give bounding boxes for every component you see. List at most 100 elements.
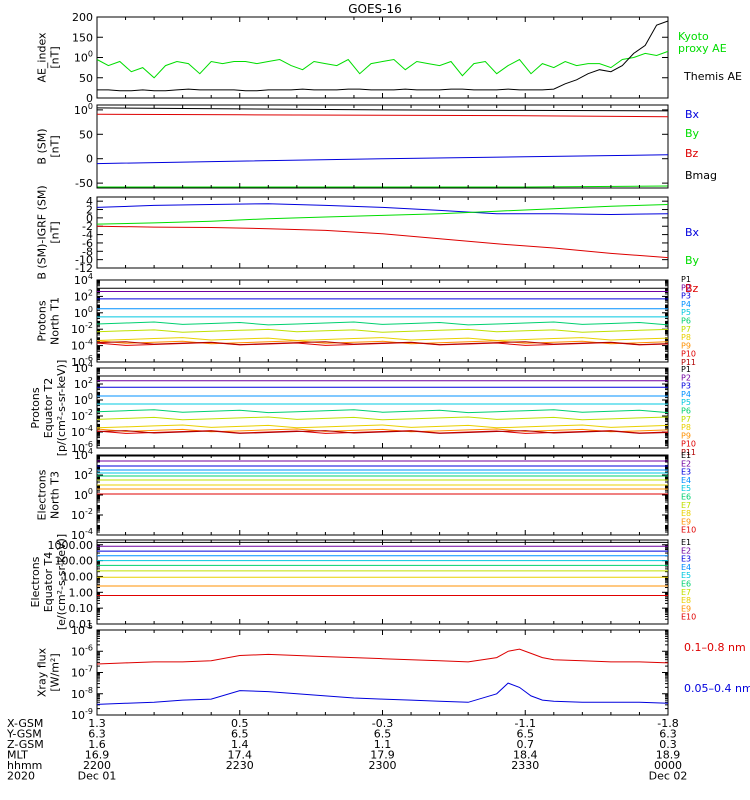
legend-e10: E10 — [681, 613, 696, 622]
x-axis-row-label: X-GSM — [7, 717, 43, 730]
legend-e3: E3 — [681, 555, 691, 564]
panel-frame — [96, 367, 669, 449]
legend-e1: E1 — [681, 451, 691, 460]
series-line-xray-0-05-0-4-nm — [96, 682, 669, 705]
series-line-bigrf-bx — [96, 203, 669, 216]
y-tick-label: 10-2 — [71, 507, 93, 522]
legend-p11: P11 — [681, 358, 696, 367]
y-tick-label: 10-4 — [71, 338, 93, 353]
panel-frame — [96, 454, 669, 536]
y-tick-label: -50 — [75, 177, 93, 190]
x-axis-tick-label: -0.3 — [372, 717, 393, 730]
y-tick-label: -4 — [82, 229, 93, 242]
y-tick-label: 200 — [72, 11, 93, 24]
y-tick-label: 102 — [74, 288, 93, 303]
x-axis-tick-label: Dec 02 — [649, 770, 688, 783]
x-axis-tick-label: 1.3 — [88, 717, 106, 730]
y-axis-label: Equator T2 — [42, 378, 55, 438]
x-axis-row-label: Z-GSM — [7, 738, 44, 751]
x-axis-row-label: Y-GSM — [6, 728, 42, 741]
y-axis-label: North T3 — [49, 471, 62, 519]
y-tick-label: 104 — [74, 360, 93, 375]
x-axis-tick-label: 6.3 — [659, 728, 677, 741]
y-tick-label: 102 — [74, 376, 93, 391]
legend-xray-long: 0.1–0.8 nm — [684, 641, 746, 654]
series-line-xray-0-1-0-8-nm — [96, 648, 669, 665]
legend-bz: Bz — [685, 147, 699, 160]
legend-e1: E1 — [681, 538, 691, 547]
y-tick-label: 10-8 — [71, 686, 93, 701]
x-axis-tick-label: -1.8 — [657, 717, 678, 730]
x-axis-tick-label: 0000 — [654, 759, 682, 772]
x-axis-row-label: 2020 — [7, 770, 35, 783]
legend-p11: P11 — [681, 448, 696, 457]
legend-bx: Bx — [685, 108, 700, 121]
y-axis-label: Protons — [36, 300, 49, 341]
legend-p6: P6 — [681, 317, 691, 326]
x-axis-tick-label: 0.3 — [659, 738, 677, 751]
y-axis-label: [W/m²] — [49, 653, 62, 691]
legend-e6: E6 — [681, 580, 691, 589]
y-tick-label: 50 — [79, 72, 93, 85]
legend-e7: E7 — [681, 501, 691, 510]
x-axis-tick-label: 18.9 — [656, 749, 681, 762]
legend-p9: P9 — [681, 431, 691, 440]
y-axis-label: North T1 — [49, 297, 62, 345]
series-line-pt1-p8 — [96, 337, 669, 342]
y-tick-label: 100.00 — [55, 555, 94, 568]
series-line-pt2-p9 — [96, 428, 669, 433]
legend-e4: E4 — [681, 476, 691, 485]
x-axis-tick-label: 6.5 — [517, 728, 535, 741]
y-tick-label: 10-7 — [71, 665, 93, 680]
y-tick-label: 0 — [86, 92, 93, 105]
y-tick-label: 10.00 — [62, 570, 94, 583]
legend-p1: P1 — [681, 365, 691, 374]
legend-by: By — [685, 127, 700, 140]
legend-p2: P2 — [681, 283, 691, 292]
legend-e8: E8 — [681, 509, 691, 518]
y-axis-label: [nT] — [49, 46, 62, 68]
x-axis-tick-label: 6.5 — [231, 728, 249, 741]
y-tick-label: 10-2 — [71, 408, 93, 423]
y-tick-label: 100 — [74, 305, 93, 320]
legend-bmag: Bmag — [685, 169, 717, 182]
y-tick-label: -12 — [75, 262, 93, 275]
legend-e5: E5 — [681, 571, 691, 580]
y-tick-label: 10-2 — [71, 321, 93, 336]
legend-p7: P7 — [681, 325, 691, 334]
legend-e6: E6 — [681, 493, 691, 502]
legend-bx: Bx — [685, 226, 700, 239]
series-line-pt1-p6 — [96, 321, 669, 326]
legend-e3: E3 — [681, 468, 691, 477]
x-axis-tick-label: 17.9 — [370, 749, 395, 762]
x-axis-tick-label: 1.1 — [374, 738, 392, 751]
y-tick-label: 100 — [74, 392, 93, 407]
legend-p4: P4 — [681, 300, 691, 309]
y-axis-label: [e/(cm²-s-sr-keV)] — [55, 534, 68, 630]
y-axis-label: Electrons — [36, 469, 49, 520]
legend-by: By — [685, 254, 700, 267]
series-line-ae-themis-ae — [97, 20, 669, 92]
y-tick-label: 0 — [86, 153, 93, 166]
series-line-ae-kyoto-proxy-ae — [96, 50, 669, 79]
legend-proxy-ae: proxy AE — [678, 42, 727, 55]
x-axis-tick-label: 1.4 — [231, 738, 249, 751]
x-axis-tick-label: -1.1 — [515, 717, 536, 730]
y-axis-label: B (SM)-IGRF (SM) — [36, 185, 49, 279]
y-tick-label: 0.10 — [69, 602, 94, 615]
legend-p4: P4 — [681, 390, 691, 399]
y-tick-label: 1.00 — [69, 586, 94, 599]
legend-p10: P10 — [681, 440, 696, 449]
x-axis-tick-label: 2300 — [369, 759, 397, 772]
y-tick-label: 0.01 — [69, 618, 94, 631]
legend-xray-short: 0.05–0.4 nm — [684, 682, 750, 695]
y-tick-label: 50 — [79, 128, 93, 141]
y-axis-label: [nT] — [49, 135, 62, 157]
legend-p6: P6 — [681, 407, 691, 416]
y-tick-label: -8 — [82, 245, 93, 258]
x-axis-tick-label: 18.4 — [513, 749, 538, 762]
plot-title: GOES-16 — [348, 2, 402, 16]
